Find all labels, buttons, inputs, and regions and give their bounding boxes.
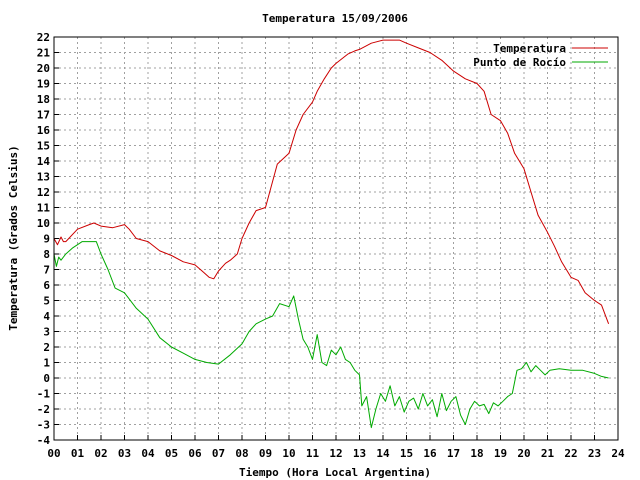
y-tick-label: 10 [37, 217, 50, 230]
x-tick-label: 20 [517, 447, 530, 460]
x-tick-label: 23 [588, 447, 601, 460]
y-tick-label: 2 [43, 341, 50, 354]
legend-label: Punto de Rocío [473, 56, 566, 69]
y-tick-label: 5 [43, 295, 50, 308]
x-tick-label: 21 [541, 447, 555, 460]
x-tick-label: 06 [188, 447, 202, 460]
x-tick-label: 05 [165, 447, 178, 460]
y-tick-label: 18 [37, 93, 50, 106]
y-tick-label: 8 [43, 248, 50, 261]
y-tick-label: 6 [43, 279, 50, 292]
x-tick-label: 10 [282, 447, 295, 460]
y-tick-label: 9 [43, 233, 50, 246]
x-tick-labels: 00 01 02 03 04 05 06 07 08 09 10 11 12 13 14 15 16 17 18 19… [47, 447, 625, 460]
x-tick-label: 03 [118, 447, 131, 460]
y-tick-label: 19 [37, 78, 50, 91]
y-tick-label: 11 [37, 202, 51, 215]
y-tick-labels: -4-3-2-101234567891011121314151617181920… [37, 31, 51, 447]
y-tick-label: 17 [37, 109, 50, 122]
y-axis-title: Temperatura (Grados Celsius) [7, 145, 20, 330]
x-tick-label: 13 [353, 447, 366, 460]
series-line-1 [53, 241, 609, 429]
grid [53, 36, 619, 441]
x-tick-label: 22 [564, 447, 577, 460]
plot-frame [53, 36, 619, 441]
y-tick-label: 12 [37, 186, 50, 199]
legend-label: Temperatura [493, 42, 566, 55]
y-tick-label: 7 [43, 264, 50, 277]
y-tick-label: 20 [37, 62, 50, 75]
x-tick-label: 01 [71, 447, 85, 460]
x-tick-label: 18 [470, 447, 483, 460]
x-tick-label: 16 [423, 447, 437, 460]
y-tick-label: 1 [43, 357, 50, 370]
y-tick-label: -1 [37, 388, 51, 401]
x-tick-label: 07 [212, 447, 225, 460]
y-tick-label: 3 [43, 326, 50, 339]
y-tick-label: -4 [37, 434, 51, 447]
x-tick-label: 24 [611, 447, 625, 460]
x-tick-label: 12 [329, 447, 342, 460]
series-line-0 [53, 39, 610, 324]
x-tick-label: 04 [141, 447, 155, 460]
x-tick-label: 00 [47, 447, 60, 460]
x-tick-label: 19 [494, 447, 507, 460]
x-tick-label: 11 [306, 447, 320, 460]
y-tick-label: 13 [37, 171, 50, 184]
x-tick-label: 02 [94, 447, 107, 460]
y-tick-label: 4 [43, 310, 50, 323]
y-tick-label: 0 [43, 372, 50, 385]
chart-title: Temperatura 15/09/2006 [262, 12, 408, 25]
y-tick-label: 15 [37, 140, 50, 153]
y-tick-label: 16 [37, 124, 51, 137]
y-tick-label: 21 [37, 47, 51, 60]
x-tick-label: 17 [447, 447, 460, 460]
x-tick-label: 08 [235, 447, 248, 460]
x-tick-label: 14 [376, 447, 390, 460]
y-tick-label: -2 [37, 403, 50, 416]
x-tick-label: 15 [400, 447, 413, 460]
y-tick-label: 22 [37, 31, 50, 44]
x-tick-label: 09 [259, 447, 272, 460]
series-lines [53, 39, 610, 429]
x-axis-title: Tiempo (Hora Local Argentina) [239, 466, 431, 479]
y-tick-label: 14 [37, 155, 51, 168]
y-tick-label: -3 [37, 419, 50, 432]
